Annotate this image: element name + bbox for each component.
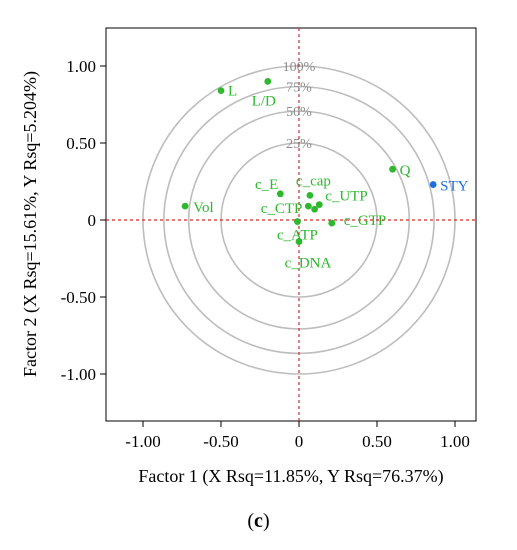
y-tick-label: 1.00 [66, 57, 96, 76]
point-c-atp [294, 218, 301, 225]
point-q [389, 165, 396, 173]
x-tick-label: -0.50 [203, 432, 238, 451]
x-tick-label: 0.50 [362, 432, 392, 451]
point-label-l: L [228, 84, 237, 100]
point-sty [429, 181, 437, 188]
y-tick-label: 0 [88, 211, 97, 230]
caption-close: ) [262, 510, 270, 532]
reference-lines [106, 28, 476, 421]
figure-caption: (c) [0, 510, 517, 533]
point-label-c-dna: c_DNA [285, 256, 332, 272]
x-tick-label: -1.00 [125, 432, 160, 451]
point-l-d [264, 78, 272, 85]
ring-label: 100% [283, 60, 316, 75]
point-c-utp [315, 201, 323, 209]
y-tick-label: -0.50 [61, 288, 96, 307]
point-label-c-ctp: c_CTP [261, 201, 303, 217]
caption-open: ( [247, 510, 255, 532]
point-label-c-gtp: c_GTP [344, 213, 387, 229]
point-c-e [276, 190, 284, 198]
y-tick-label: 0.50 [66, 134, 96, 153]
point-label-sty: STY [440, 179, 469, 195]
point-label-c-cap: c_cap [296, 173, 331, 189]
x-axis-ticks: -1.00 -0.50 0 0.50 1.00 [125, 421, 470, 451]
point-label-vol: Vol [193, 200, 214, 216]
point-label-c-utp: c_UTP [325, 189, 368, 205]
point-label-q: Q [400, 163, 411, 179]
y-tick-label: -1.00 [61, 365, 96, 384]
point-unlabeled [311, 205, 318, 213]
ring-labels: 25% 50% 75% 100% [283, 60, 316, 152]
point-c-gtp [328, 219, 336, 227]
x-tick-label: 1.00 [440, 432, 470, 451]
ring-label: 25% [286, 137, 312, 152]
point-label-l-d: L/D [252, 93, 276, 109]
point-l [217, 87, 225, 95]
ring-label: 75% [286, 81, 312, 96]
y-axis-ticks: -1.00 -0.50 0 0.50 1.00 [61, 57, 106, 384]
point-vol [181, 202, 189, 210]
y-axis-title: Factor 2 (X Rsq=15.61%, Y Rsq=5.204%) [20, 71, 41, 377]
data-points: L L/D Vol c_E c_cap c_CTP c_UTP c_GTP c_ATP c_DNA… [181, 78, 469, 272]
loading-plot: 25% 50% 75% 100% L L/D Vol c_E c_cap c_CTP c_UTPc… [20, 27, 477, 487]
x-tick-label: 0 [295, 432, 304, 451]
ring-label: 50% [286, 105, 312, 120]
plot-frame [105, 27, 477, 422]
point-c-dna [295, 238, 303, 245]
point-c-cap [306, 191, 314, 199]
x-axis-title: Factor 1 (X Rsq=11.85%, Y Rsq=76.37%) [138, 466, 443, 487]
point-label-c-atp: c_ATP [277, 228, 318, 244]
point-label-c-e: c_E [255, 177, 278, 193]
point-c-ctp [304, 202, 312, 210]
caption-letter: c [254, 510, 263, 532]
